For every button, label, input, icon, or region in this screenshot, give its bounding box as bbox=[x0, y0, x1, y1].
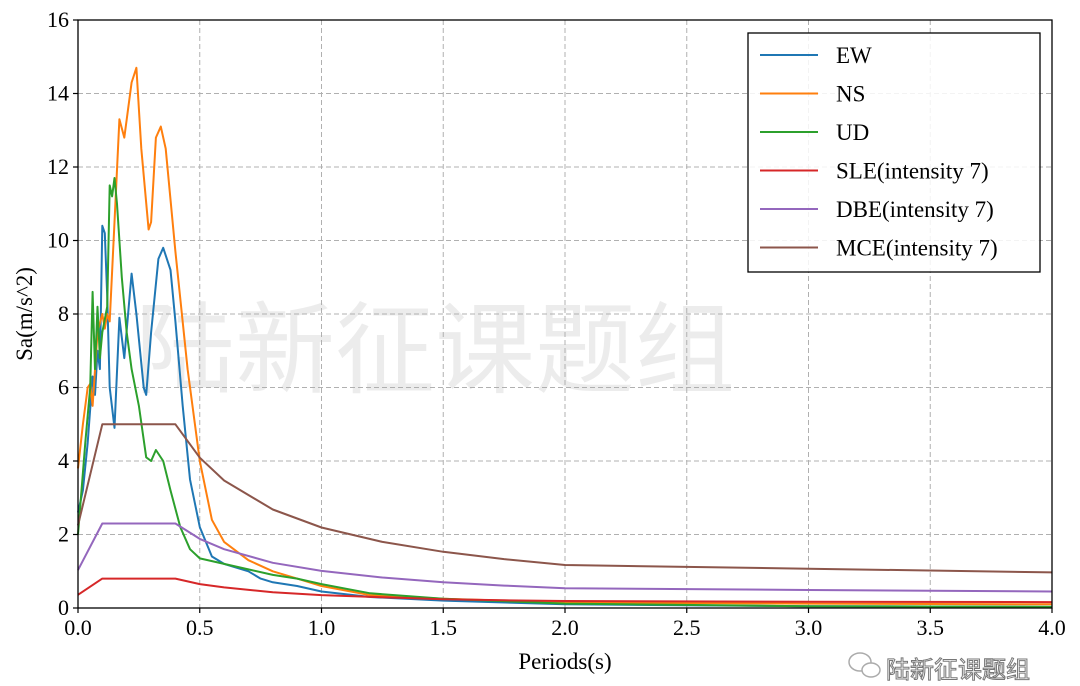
y-tick-label: 0 bbox=[58, 595, 69, 620]
legend-label-ew: EW bbox=[836, 43, 872, 68]
y-tick-label: 10 bbox=[47, 228, 69, 253]
x-tick-label: 3.0 bbox=[795, 615, 823, 640]
legend: EW NS UD SLE(intensity 7) DBE(intensity 7) MC… bbox=[747, 32, 1041, 273]
series-line-ud bbox=[77, 177, 1053, 608]
x-tick-label: 0.5 bbox=[186, 615, 214, 640]
ticks: 0.0 0.5 1.0 1.5 2.0 2.5 3.0 3.5 4.0 0 2 4 6 8 10 12 14 16 bbox=[47, 7, 1066, 640]
y-tick-label: 16 bbox=[47, 7, 69, 32]
x-tick-label: 2.0 bbox=[551, 615, 579, 640]
series-lines bbox=[77, 66, 1053, 608]
legend-label-ud: UD bbox=[836, 120, 869, 145]
footer-watermark-text: 陆新征课题组 bbox=[886, 656, 1030, 684]
legend-label-mce-intensity-7: MCE(intensity 7) bbox=[836, 236, 998, 261]
x-tick-label: 3.5 bbox=[917, 615, 945, 640]
x-tick-label: 1.5 bbox=[430, 615, 458, 640]
y-tick-label: 4 bbox=[58, 448, 69, 473]
y-tick-label: 12 bbox=[47, 154, 69, 179]
wechat-icon bbox=[848, 652, 881, 678]
legend-label-dbe-intensity-7: DBE(intensity 7) bbox=[836, 197, 994, 222]
x-tick-label: 2.5 bbox=[673, 615, 701, 640]
legend-label-ns: NS bbox=[836, 82, 865, 107]
y-tick-label: 6 bbox=[58, 375, 69, 400]
series-line-dbe-intensity-7 bbox=[77, 522, 1053, 593]
x-tick-label: 0.0 bbox=[64, 615, 92, 640]
x-axis-label: Periods(s) bbox=[518, 649, 611, 674]
legend-box bbox=[747, 32, 1041, 273]
x-tick-label: 1.0 bbox=[308, 615, 336, 640]
series-line-sle-intensity-7 bbox=[77, 577, 1053, 604]
y-tick-label: 2 bbox=[58, 522, 69, 547]
y-tick-label: 14 bbox=[47, 81, 69, 106]
y-axis-label: Sa(m/s^2) bbox=[12, 267, 37, 361]
watermark-text: 陆新征课题组 bbox=[135, 292, 735, 409]
footer-watermark: 陆新征课题组 bbox=[848, 652, 1031, 685]
series-line-mce-intensity-7 bbox=[77, 423, 1053, 574]
y-tick-label: 8 bbox=[58, 301, 69, 326]
legend-label-sle-intensity-7: SLE(intensity 7) bbox=[836, 159, 989, 184]
x-tick-label: 4.0 bbox=[1038, 615, 1066, 640]
